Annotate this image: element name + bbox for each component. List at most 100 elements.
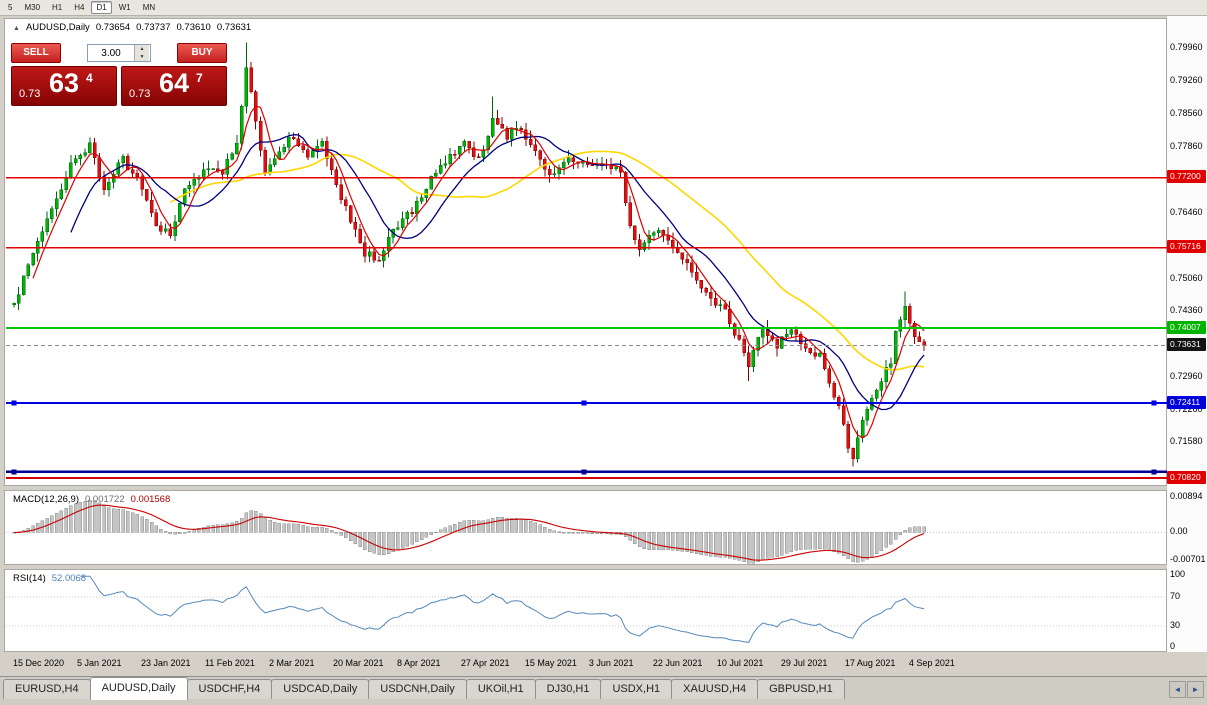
volume-down-button[interactable]: ▼ [134,53,149,61]
volume-up-button[interactable]: ▲ [134,45,149,53]
price-axis-label: 0.00 [1170,526,1188,537]
chart-ohlc-header: ▲ AUDUSD,Daily 0.73654 0.73737 0.73610 0.7363… [13,22,257,33]
buy-button[interactable]: BUY [177,43,227,63]
time-axis-label: 15 May 2021 [524,658,577,668]
price-axis-label: 30 [1170,619,1181,630]
collapse-trade-panel-icon[interactable]: ▲ [13,25,20,32]
price-axis-label: 0.74360 [1170,305,1203,316]
price-tag-0.70820: 0.70820 [1167,470,1206,484]
time-axis-label: 5 Jan 2021 [76,658,122,668]
ma-mid-line [70,134,925,411]
chart-tab-USDCHF,H4[interactable]: USDCHF,H4 [186,679,273,699]
time-axis-label: 3 Jun 2021 [588,658,634,668]
time-axis-label: 22 Jun 2021 [652,658,703,668]
chart-close-value: 0.73631 [216,22,252,33]
rsi-line [80,575,925,643]
chart-tab-EURUSD,H4[interactable]: EURUSD,H4 [3,679,91,699]
price-axis[interactable]: 0.79960 0.79260 0.78560 0.77860 0.76460 0.750… [1167,16,1207,652]
timeframe-button-D1[interactable]: D1 [91,1,112,14]
sell-price-big: 63 [49,68,80,98]
time-axis[interactable]: 15 Dec 2020 5 Jan 2021 23 Jan 2021 11 Feb 2… [4,652,1167,676]
price-axis-label: 0.79960 [1170,41,1203,52]
line-handle[interactable] [11,469,17,475]
macd-panel[interactable]: MACD(12,26,9) 0.001722 0.001568 [4,490,1167,565]
timeframe-button-H4[interactable]: H4 [74,3,85,12]
line-handle[interactable] [1151,469,1157,475]
price-chart-panel[interactable]: ▲ AUDUSD,Daily 0.73654 0.73737 0.73610 0.7363… [4,18,1167,486]
price-axis-label: 0.72960 [1170,371,1203,382]
buy-price-big: 64 [159,68,190,98]
rsi-title: RSI(14) [13,573,46,584]
macd-chart[interactable] [6,492,1167,565]
timeframe-button-W1[interactable]: W1 [118,3,131,12]
timeframe-button-MN[interactable]: MN [142,3,156,12]
tab-scroll-right-button[interactable]: ► [1187,681,1204,698]
price-tag-0.72411: 0.72411 [1167,395,1206,409]
price-tag-0.75716: 0.75716 [1167,240,1206,254]
timeframe-button-M30[interactable]: M30 [24,3,41,12]
chart-tab-GBPUSD,H1[interactable]: GBPUSD,H1 [757,679,845,699]
line-handle[interactable] [1151,400,1157,406]
chart-tab-USDX,H1[interactable]: USDX,H1 [600,679,673,699]
price-axis-label: 0.76460 [1170,206,1203,217]
buy-price-prefix: 0.73 [129,88,151,100]
buy-price-sup: 7 [196,71,203,85]
price-axis-label: 70 [1170,591,1181,601]
chart-tab-USDCAD,Daily[interactable]: USDCAD,Daily [271,679,370,699]
price-axis-label: 0.00894 [1170,491,1203,502]
line-handle[interactable] [581,469,587,475]
ma-slow-line [170,150,925,371]
price-axis-label: -0.00701 [1170,553,1206,564]
chart-tab-UKOil,H1[interactable]: UKOil,H1 [465,679,536,699]
one-click-trading-panel: SELL ▲ ▼ BUY 0.73 63 4 0.73 [11,43,227,106]
volume-input[interactable] [88,45,134,61]
time-axis-label: 11 Feb 2021 [204,658,255,668]
time-axis-label: 27 Apr 2021 [460,658,510,668]
line-handle[interactable] [581,400,587,406]
tab-scroll-control: ◄ ► [1169,681,1204,698]
chart-low-value: 0.73610 [176,22,211,33]
sell-button[interactable]: SELL [11,43,61,63]
rsi-label: RSI(14) 52.0068 [13,573,86,584]
tab-scroll-left-button[interactable]: ◄ [1169,681,1186,698]
macd-label: MACD(12,26,9) 0.001722 0.001568 [13,494,170,505]
sell-price-button[interactable]: 0.73 63 4 [11,66,117,106]
timeframe-button-H1[interactable]: H1 [52,3,63,12]
time-axis-label: 15 Dec 2020 [13,658,65,668]
candlestick-chart[interactable] [6,20,1167,486]
chart-tab-AUDUSD,Daily[interactable]: AUDUSD,Daily [89,677,188,700]
volume-box: ▲ ▼ [87,44,151,62]
chart-tab-USDCNH,Daily[interactable]: USDCNH,Daily [368,679,467,699]
timeframe-button-5[interactable]: 5 [8,3,13,12]
price-axis-label: 0.71580 [1170,436,1203,447]
timeframe-toolbar: 5 M30 H1 H4 D1 W1 MN [0,0,1207,16]
time-axis-label: 29 Jul 2021 [780,658,828,668]
chart-tab-DJ30,H1[interactable]: DJ30,H1 [534,679,602,699]
macd-title: MACD(12,26,9) [13,494,79,505]
macd-signal-value: 0.001568 [130,494,171,505]
price-axis-label: 0.78560 [1170,107,1203,118]
chart-symbol-label: AUDUSD,Daily [25,22,90,33]
price-axis-label: 0.79260 [1170,74,1203,85]
price-axis-label: 0.75060 [1170,272,1203,283]
macd-main-value: 0.001722 [85,494,125,505]
rsi-chart[interactable] [6,571,1167,652]
rsi-panel[interactable]: RSI(14) 52.0068 [4,569,1167,652]
time-axis-label: 10 Jul 2021 [716,658,764,668]
price-axis-label: 0.72260 [1170,404,1203,415]
sell-price-prefix: 0.73 [19,88,41,100]
sell-price-sup: 4 [86,71,93,85]
time-axis-label: 2 Mar 2021 [268,658,315,668]
line-handle[interactable] [11,400,17,406]
time-axis-label: 8 Apr 2021 [396,658,441,668]
time-axis-label: 23 Jan 2021 [140,658,191,668]
price-tag-0.77200: 0.77200 [1167,170,1206,184]
time-axis-label: 20 Mar 2021 [332,658,384,668]
buy-price-button[interactable]: 0.73 64 7 [121,66,227,106]
time-axis-label: 4 Sep 2021 [908,658,955,668]
price-axis-label: 0 [1170,641,1176,652]
time-axis-label: 17 Aug 2021 [844,658,896,668]
chart-tab-XAUUSD,H4[interactable]: XAUUSD,H4 [671,679,759,699]
chart-tab-bar: EURUSD,H4 AUDUSD,Daily USDCHF,H4 USDCAD,Dai… [0,676,1207,705]
chart-open-value: 0.73654 [95,22,131,33]
